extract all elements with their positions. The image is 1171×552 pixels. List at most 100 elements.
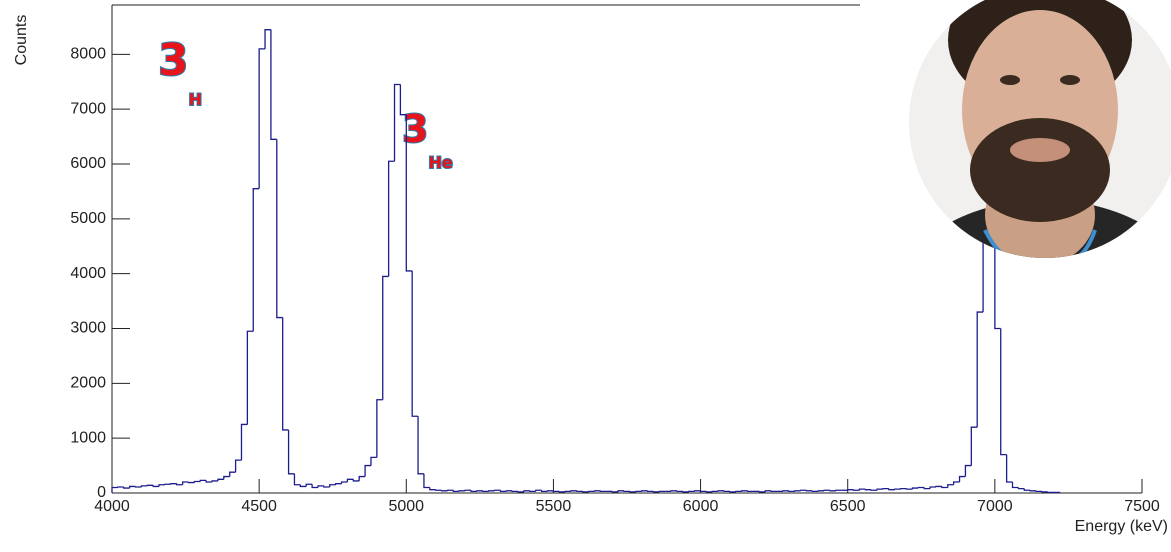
histogram-bin [794,490,801,492]
y-tick-label: 3000 [70,320,106,337]
histogram-bin [805,490,813,492]
histogram-bin [340,481,348,484]
y-tick-label: 6000 [70,155,106,172]
histogram-bin [570,490,577,492]
histogram-bin [129,485,136,489]
histogram-bin [176,483,183,486]
histogram-bin [452,490,460,493]
histogram-bin [1000,328,1007,456]
histogram-bin [917,486,925,489]
histogram-bin [699,490,707,493]
histogram-bin [446,489,454,491]
histogram-bin [1023,488,1031,491]
histogram-bin [317,485,324,488]
histogram-bin [1041,491,1048,493]
histogram-bin [970,426,978,466]
histogram-bin [234,459,242,473]
beard [970,118,1110,222]
histogram-bin [505,490,513,492]
histogram-bin [1053,491,1061,494]
histogram-bin [735,490,742,493]
histogram-bin [817,490,825,492]
histogram-bin [770,490,778,493]
x-tick-label: 7000 [977,498,1013,515]
histogram-bin [758,491,766,493]
histogram-bin [146,484,154,486]
histogram-bin [611,491,619,493]
histogram-bin [858,488,866,491]
y-tick-label: 1000 [70,429,106,446]
histogram-bin [440,490,448,492]
histogram-bin [835,489,842,491]
histogram-bin [541,490,548,493]
histogram-bin [623,490,630,493]
histogram-bin [864,489,872,491]
annotation: 3He [402,107,453,172]
histogram-bin [152,485,160,488]
histogram-bin [1047,491,1054,494]
histogram-bin [299,484,307,488]
histogram-bin [905,488,913,490]
histogram-bin [646,490,654,493]
histogram-bin [170,483,177,485]
histogram-bin [694,490,701,492]
histogram-bin [682,491,689,493]
histogram-bin [976,311,984,428]
histogram-bin [123,486,130,489]
eye [1060,75,1080,85]
histogram-bin [270,29,277,140]
histogram-bin [464,489,472,491]
histogram-bin [629,491,636,493]
histogram-bin [229,471,236,477]
histogram-bin [799,489,807,491]
histogram-bin [1035,490,1042,493]
eye [1000,75,1020,85]
y-tick-label: 7000 [70,100,106,117]
histogram-bin [552,490,560,493]
histogram-bin [382,275,389,400]
histogram-bin [488,490,495,492]
histogram-bin [199,479,207,482]
histogram-bin [423,473,430,489]
y-axis-label: Counts [13,15,30,66]
histogram-bin [723,490,730,493]
x-tick-label: 4500 [241,498,277,515]
histogram-bin [811,490,819,493]
x-tick-label: 5500 [536,498,572,515]
histogram-bin [323,485,330,488]
histogram-bin [435,489,442,491]
histogram-bin [111,486,118,493]
histogram-bin [240,423,248,461]
histogram-bin [329,484,336,487]
histogram-bin [158,484,165,487]
histogram-bin [370,456,377,466]
x-tick-label: 6500 [830,498,866,515]
histogram-bin [582,491,589,493]
histogram-bin [788,490,795,493]
histogram-bin [258,48,266,189]
y-tick-label: 4000 [70,265,106,282]
histogram-bin [523,490,530,492]
histogram-bin [847,489,854,491]
histogram-bin [1017,487,1025,490]
histogram-bin [117,486,124,488]
x-tick-label: 5000 [388,498,424,515]
histogram-bin [935,485,942,488]
histogram-bin [729,491,736,493]
histogram-bin [599,490,607,493]
histogram-bin [164,483,171,485]
histogram-bin [535,489,542,492]
histogram-bin [964,464,972,477]
x-tick-label: 6000 [683,498,719,515]
histogram-bin [399,84,407,116]
histogram-bin [264,29,271,49]
histogram-bin [134,486,142,488]
histogram-bin [635,490,642,493]
x-tick-label: 7500 [1124,498,1160,515]
y-tick-label: 0 [97,484,106,501]
histogram-bin [246,330,254,425]
histogram-bin [223,475,230,480]
histogram-bin [493,489,501,491]
histogram-bin [617,490,625,492]
